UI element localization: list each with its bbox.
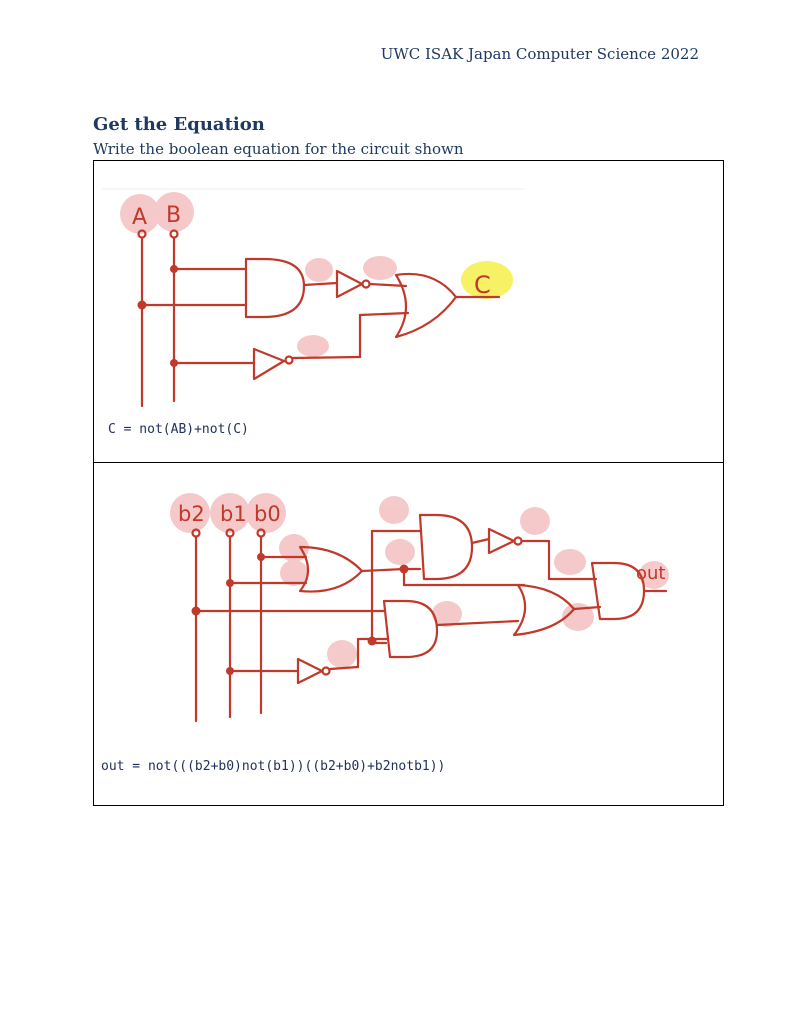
highlight-c — [461, 261, 513, 299]
label-a: A — [132, 205, 147, 230]
label-b: B — [166, 203, 181, 228]
circuit-1-drawing: A B C — [102, 188, 524, 408]
answer-table: A B C C = not(AB)+not(C) — [93, 160, 724, 806]
highlight-b — [154, 192, 194, 232]
highlight-b1 — [210, 493, 250, 533]
label-b1: b1 — [220, 502, 247, 526]
label-output-c: C — [474, 271, 491, 299]
section-title: Get the Equation — [93, 114, 265, 135]
circuit-1-cell: A B C C = not(AB)+not(C) — [94, 161, 723, 463]
label-b2: b2 — [178, 502, 205, 526]
highlight-a — [120, 194, 160, 234]
circuit-2-answer: out = not(((b2+b0)not(b1))((b2+b0)+b2not… — [101, 759, 446, 774]
highlight-b0 — [246, 493, 286, 533]
circuit-2-cell: b2 b1 b0 out out = not(((b2+b0)not(b1))(… — [94, 463, 723, 807]
label-output-out: out — [636, 563, 665, 584]
circuit-1-answer: C = not(AB)+not(C) — [108, 422, 249, 437]
page-header: UWC ISAK Japan Computer Science 2022 — [380, 45, 699, 63]
highlight-b2 — [170, 493, 210, 533]
label-b0: b0 — [254, 502, 281, 526]
section-instruction: Write the boolean equation for the circu… — [93, 140, 464, 158]
circuit-2-drawing: b2 b1 b0 out — [170, 493, 669, 723]
